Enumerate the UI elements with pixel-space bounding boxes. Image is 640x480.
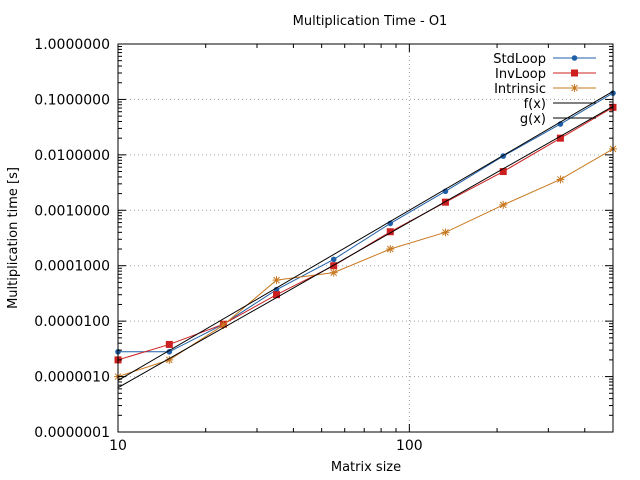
x-tick-label: 10 bbox=[109, 438, 127, 454]
legend-item: g(x) bbox=[520, 112, 596, 127]
y-tick-label: 0.0000100 bbox=[34, 314, 110, 330]
data-point bbox=[166, 348, 173, 355]
legend-item: StdLoop bbox=[493, 52, 596, 67]
data-point bbox=[272, 276, 281, 285]
y-tick-label: 1.0000000 bbox=[34, 37, 110, 53]
series-g-x bbox=[117, 105, 614, 389]
data-point bbox=[273, 291, 281, 299]
y-tick-label: 0.1000000 bbox=[34, 92, 110, 108]
data-point bbox=[499, 200, 508, 209]
legend-label: Intrinsic bbox=[494, 82, 546, 97]
x-tick-label: 100 bbox=[396, 438, 423, 454]
legend-item: f(x) bbox=[524, 97, 596, 112]
y-tick-label: 0.0001000 bbox=[34, 259, 110, 275]
y-axis-title: Multiplication time [s] bbox=[6, 167, 21, 309]
data-point bbox=[556, 134, 564, 142]
legend-item: Intrinsic bbox=[494, 82, 596, 97]
data-point bbox=[441, 228, 450, 237]
series-intrinsic bbox=[114, 144, 617, 381]
series-f-x bbox=[117, 90, 614, 381]
data-point bbox=[441, 198, 449, 206]
series-line bbox=[117, 148, 614, 378]
legend-item: InvLoop bbox=[495, 67, 596, 82]
axis-ticks: 0.0000001 0.0000010 0.0000100 0.0001000 0.00… bbox=[34, 37, 613, 454]
plot-frame bbox=[117, 43, 614, 433]
series-line bbox=[117, 90, 614, 381]
series-line bbox=[117, 105, 614, 389]
data-point bbox=[165, 340, 173, 348]
legend-label: StdLoop bbox=[493, 52, 546, 67]
x-axis-title: Matrix size bbox=[331, 460, 401, 475]
series-line bbox=[118, 92, 614, 353]
data-point bbox=[499, 168, 507, 176]
y-tick-label: 0.0010000 bbox=[34, 203, 110, 219]
data-point bbox=[571, 55, 578, 61]
data-point bbox=[570, 84, 579, 92]
chart-title: Multiplication Time - O1 bbox=[293, 14, 448, 29]
y-tick-label: 0.0100000 bbox=[34, 148, 110, 164]
data-point bbox=[571, 69, 578, 77]
data-point bbox=[386, 245, 395, 254]
data-point bbox=[556, 175, 565, 184]
data-point bbox=[329, 268, 338, 277]
legend-label: f(x) bbox=[524, 97, 546, 112]
series-layer bbox=[114, 90, 617, 389]
data-point bbox=[330, 262, 338, 270]
legend-label: g(x) bbox=[520, 112, 546, 127]
y-tick-label: 0.0000010 bbox=[34, 370, 110, 386]
y-tick-label: 0.0000001 bbox=[34, 425, 110, 441]
legend-label: InvLoop bbox=[495, 67, 546, 82]
data-point bbox=[386, 228, 394, 236]
data-point bbox=[330, 256, 337, 263]
